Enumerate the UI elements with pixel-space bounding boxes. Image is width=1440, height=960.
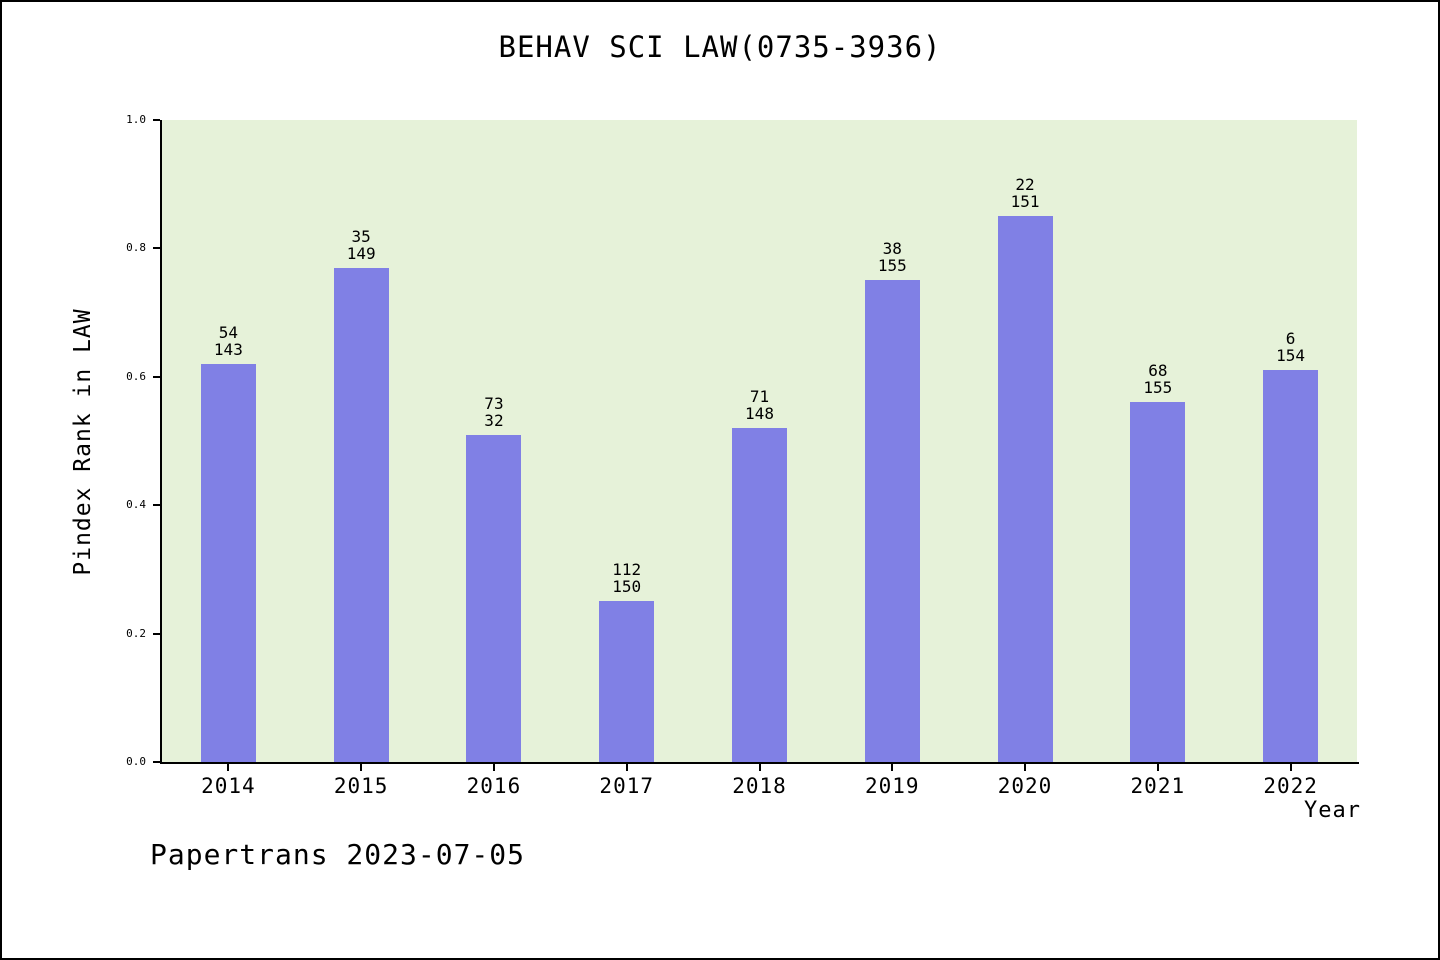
bar-2015 [333, 268, 389, 762]
bar-value-label-2022: 6 154 [1276, 329, 1306, 365]
y-tick-label-0.8: 0.8 [126, 241, 146, 255]
y-tick-0.4 [153, 504, 160, 507]
y-axis-line [160, 120, 162, 764]
bar-2021 [1130, 402, 1186, 762]
y-tick-0.0 [153, 761, 160, 763]
bar-2016 [466, 435, 522, 762]
bar-value-label-2016: 73 32 [484, 394, 504, 430]
x-tick-label-2015: 2015 [333, 774, 389, 798]
y-tick-0.2 [153, 632, 160, 635]
plot-area: 54 143 2014 35 149 2015 73 32 2016 112 150 2017 71 14… [126, 113, 1357, 798]
bar-2014 [200, 364, 256, 762]
bar-2022 [1263, 370, 1319, 762]
x-tick-2022 [1289, 764, 1292, 771]
x-tick-2020 [1024, 764, 1027, 771]
x-tick-2015 [360, 764, 363, 771]
x-tick-2016 [492, 764, 495, 771]
x-tick-label-2022: 2022 [1263, 774, 1318, 798]
x-tick-label-2021: 2021 [1130, 774, 1186, 798]
bar-2017 [599, 601, 655, 762]
y-tick-label-0.0: 0.0 [126, 755, 146, 768]
bar-value-label-2020: 22 151 [1010, 175, 1040, 211]
y-tick-0.8 [153, 247, 160, 250]
bar-value-label-2018: 71 148 [745, 387, 774, 423]
bar-value-label-2014: 54 143 [213, 323, 243, 359]
x-tick-label-2020: 2020 [997, 774, 1053, 798]
x-tick-2018 [758, 764, 761, 771]
y-axis-label: Pindex Rank in LAW [70, 308, 96, 576]
x-tick-label-2019: 2019 [864, 774, 920, 798]
bar-2019 [864, 280, 920, 762]
y-tick-1.0 [153, 119, 160, 121]
x-axis-line [160, 762, 1359, 764]
bar-value-label-2015: 35 149 [346, 227, 376, 263]
y-tick-label-1.0: 1.0 [126, 113, 146, 126]
x-tick-label-2014: 2014 [201, 774, 256, 798]
bar-2018 [732, 428, 787, 762]
y-tick-label-0.6: 0.6 [126, 369, 146, 383]
x-tick-label-2018: 2018 [732, 774, 787, 798]
y-tick-label-0.2: 0.2 [126, 626, 146, 640]
bar-value-label-2019: 38 155 [877, 239, 907, 275]
x-tick-label-2017: 2017 [599, 774, 655, 798]
bar-value-label-2021: 68 155 [1143, 361, 1173, 397]
bar-2020 [997, 216, 1053, 762]
x-tick-label-2016: 2016 [466, 774, 522, 798]
x-tick-2019 [891, 764, 894, 771]
watermark-text: Papertrans 2023-07-05 [150, 838, 526, 871]
x-axis-label: Year [1304, 798, 1361, 823]
x-tick-2021 [1156, 764, 1159, 771]
y-tick-label-0.4: 0.4 [126, 498, 146, 512]
x-tick-2017 [625, 764, 628, 771]
chart-title: BEHAV SCI LAW(0735-3936) [498, 30, 942, 64]
bar-value-label-2017: 112 150 [612, 560, 642, 596]
x-tick-2014 [227, 764, 230, 771]
y-tick-0.6 [153, 375, 160, 378]
